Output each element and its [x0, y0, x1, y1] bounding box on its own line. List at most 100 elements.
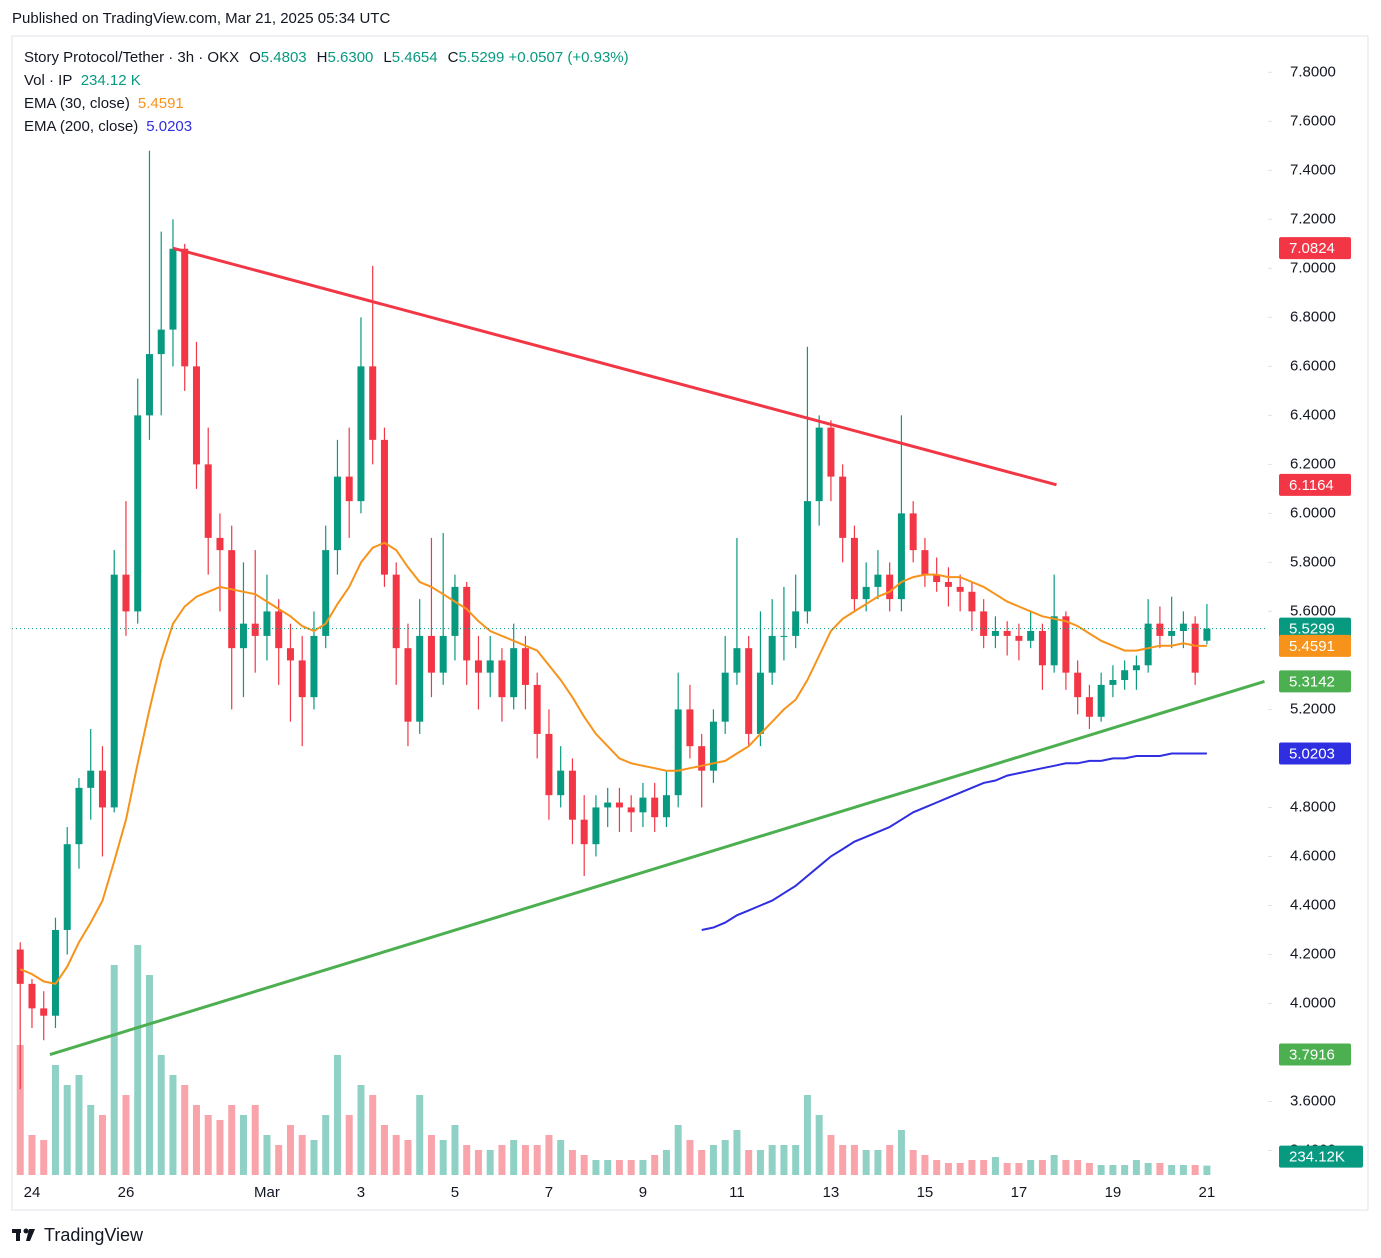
candle-body: [1062, 616, 1070, 673]
candle-body: [933, 574, 941, 582]
candle-body: [745, 648, 753, 734]
volume-bar: [322, 1115, 330, 1175]
x-tick-label: Mar: [254, 1184, 280, 1201]
volume-bar: [16, 1045, 24, 1175]
candle-body: [956, 586, 964, 592]
candle-body: [169, 248, 177, 330]
quote-key: O: [249, 49, 261, 66]
candle-body: [991, 631, 999, 636]
change: +0.0507 (+0.93%): [508, 49, 629, 66]
volume-bar: [40, 1140, 48, 1175]
candle-body: [239, 623, 247, 649]
y-tick-label: 4.0000: [1290, 994, 1336, 1011]
candle-body: [698, 746, 706, 771]
quote-key: L: [383, 49, 392, 66]
price-tag: [1279, 1043, 1351, 1066]
volume-bar: [850, 1145, 858, 1175]
candle-body: [145, 354, 153, 416]
candle-body: [1097, 684, 1105, 717]
candle-body: [674, 709, 682, 796]
ema-line: [19, 541, 1207, 986]
y-tick-label: 7.6000: [1290, 112, 1336, 129]
y-tick-label: 7.4000: [1290, 161, 1336, 178]
candle-body: [756, 672, 764, 734]
volume-bar: [239, 1115, 247, 1175]
candle-body: [839, 476, 847, 538]
candle-body: [792, 611, 800, 636]
volume-bar: [933, 1160, 941, 1175]
volume-bar: [463, 1145, 471, 1175]
candle-body: [157, 329, 165, 355]
candle-body: [63, 844, 71, 930]
candle-body: [392, 574, 400, 649]
candle-body: [122, 574, 130, 612]
volume-bar: [427, 1135, 435, 1175]
candle-body: [380, 439, 388, 575]
volume-tag-label: 234.12K: [1289, 1149, 1345, 1166]
candle-body: [1109, 680, 1117, 685]
y-tick-label: 4.2000: [1290, 945, 1336, 962]
price-tag-label: 5.3142: [1289, 673, 1335, 690]
x-tick-label: 17: [1011, 1184, 1028, 1201]
candle-body: [357, 366, 365, 502]
candle-body: [404, 648, 412, 722]
volume-bar: [557, 1140, 565, 1175]
candle-body: [87, 770, 95, 788]
volume-bar: [451, 1125, 459, 1175]
trendline: [172, 246, 1057, 487]
volume-bar: [510, 1140, 518, 1175]
volume-bar: [1179, 1165, 1187, 1175]
candle-body: [498, 660, 506, 698]
trendline: [49, 680, 1265, 1056]
volume-bar: [486, 1150, 494, 1175]
candle-body: [709, 721, 717, 771]
candle-body: [216, 537, 224, 551]
volume-bar: [686, 1140, 694, 1175]
quote-key: C: [447, 49, 459, 66]
candle-body: [615, 802, 623, 808]
y-tick-label: 7.2000: [1290, 210, 1336, 227]
volume-bar: [228, 1105, 236, 1175]
volume-bar: [1062, 1160, 1070, 1175]
volume-bar: [1191, 1165, 1199, 1175]
volume-bar: [439, 1140, 447, 1175]
frame: [11, 35, 1369, 1211]
volume-bar: [1121, 1165, 1129, 1175]
candle-body: [827, 427, 835, 477]
volume-bar: [674, 1125, 682, 1175]
candle-body: [768, 635, 776, 673]
candle-body: [721, 672, 729, 722]
candle-body: [568, 770, 576, 820]
candle-body: [521, 648, 529, 685]
volume-bar: [1168, 1165, 1176, 1175]
candle-body: [651, 797, 659, 818]
price-tag-label: 5.4591: [1289, 638, 1335, 655]
candle-body: [275, 611, 283, 649]
volume-bar: [63, 1085, 71, 1175]
candle-body: [780, 635, 788, 637]
y-tick-label: 3.6000: [1290, 1092, 1336, 1109]
candle-body: [192, 366, 200, 465]
volume-bar: [87, 1105, 95, 1175]
volume-bar: [921, 1155, 929, 1175]
candle-body: [310, 635, 318, 698]
candle-body: [944, 581, 952, 587]
candle-body: [204, 464, 212, 538]
volume-bar: [862, 1150, 870, 1175]
candle-body: [1074, 672, 1082, 698]
volume-bar: [545, 1135, 553, 1175]
candle-body: [1144, 623, 1152, 666]
volume-bar: [286, 1125, 294, 1175]
x-tick-label: 9: [639, 1184, 647, 1201]
candle-body: [1015, 635, 1023, 641]
volume-bar: [1003, 1163, 1011, 1175]
candle-body: [28, 983, 36, 1009]
price-tag: [1279, 237, 1351, 260]
candle-body: [686, 709, 694, 747]
candle-body: [110, 574, 118, 808]
volume-bar: [1144, 1163, 1152, 1175]
volume-bar: [275, 1145, 283, 1175]
candle-body: [510, 648, 518, 698]
candle-body: [263, 611, 271, 636]
candle-body: [1179, 623, 1187, 632]
